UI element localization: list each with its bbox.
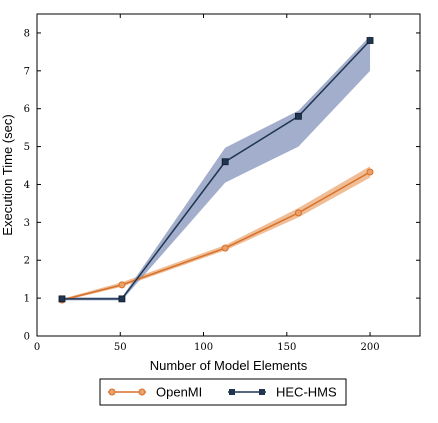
- y-tick-label: 5: [24, 142, 30, 153]
- legend-entry-openmi: OpenMI: [108, 385, 202, 400]
- openmi-point: [366, 168, 374, 176]
- confidence-bands: [61, 35, 371, 302]
- legend-label-hec-hms: HEC-HMS: [276, 385, 337, 400]
- hec-hms-point: [118, 295, 126, 303]
- legend-marker-openmi: [138, 388, 146, 396]
- y-axis-ticks: 0 1 2 3 4 5 6 7 8: [24, 28, 420, 343]
- legend: OpenMI HEC-HMS: [99, 378, 347, 406]
- y-tick-label: 6: [24, 104, 30, 115]
- hec-hms-band: [61, 35, 371, 301]
- legend-label-openmi: OpenMI: [156, 385, 202, 400]
- x-tick-label: 0: [34, 342, 40, 353]
- hec-hms-point: [295, 112, 302, 120]
- openmi-point: [294, 209, 302, 217]
- x-axis-label: Number of Model Elements: [150, 358, 308, 373]
- legend-entry-hec-hms: HEC-HMS: [228, 385, 337, 400]
- y-tick-label: 4: [24, 180, 30, 191]
- y-tick-label: 2: [24, 256, 30, 267]
- y-tick-label: 0: [24, 332, 30, 343]
- y-tick-label: 3: [24, 218, 30, 229]
- hec-hms-point: [58, 295, 66, 303]
- legend-marker-hec-hms: [229, 389, 235, 395]
- y-axis-label: Execution Time (sec): [0, 114, 15, 235]
- plot-frame: [36, 13, 421, 337]
- x-tick-label: 100: [194, 342, 213, 353]
- y-tick-label: 1: [24, 294, 30, 305]
- openmi-point: [118, 281, 126, 289]
- x-tick-label: 200: [360, 342, 379, 353]
- legend-marker-openmi: [108, 388, 116, 396]
- openmi-point: [221, 244, 229, 252]
- legend-marker-hec-hms: [259, 389, 265, 395]
- hec-hms-point: [366, 37, 374, 44]
- y-tick-label: 8: [24, 28, 30, 39]
- x-axis-ticks: 0 50 100 150 200: [34, 14, 380, 353]
- x-tick-label: 50: [114, 342, 127, 353]
- series-markers: [58, 37, 374, 304]
- hec-hms-point: [221, 158, 229, 166]
- x-tick-label: 150: [277, 342, 296, 353]
- y-tick-label: 7: [24, 66, 30, 77]
